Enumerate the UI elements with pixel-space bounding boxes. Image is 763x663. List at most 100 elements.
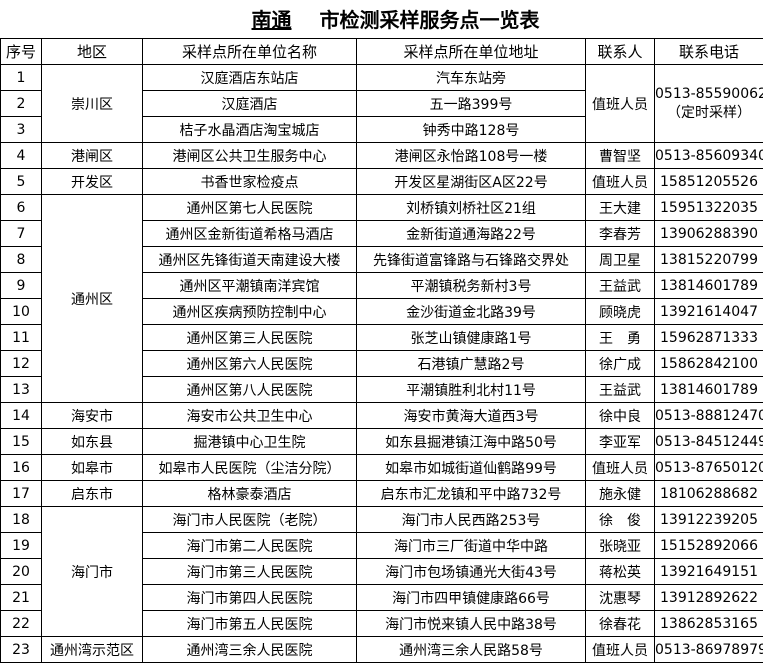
phone-number: 13912239205 (660, 511, 758, 528)
cell-region: 通州湾示范区 (41, 636, 143, 663)
cell-region: 海门市 (41, 506, 143, 637)
table-row: 9 通州区平潮镇南洋宾馆 平潮镇税务新村3号 王益武 13814601789 (0, 272, 763, 299)
phone-number: 13921649151 (660, 563, 758, 580)
title-rest: 市检测采样服务点一览表 (319, 8, 540, 32)
phone-number: 13814601789 (660, 277, 758, 294)
table-row: 17 启东市 格林豪泰酒店 启东市汇龙镇和平中路732号 施永健 18106288682 (0, 480, 763, 507)
cell-address: 海门市悦来镇人民中路38号 (356, 610, 586, 637)
table-row: 16 如皋市 如皋市人民医院（尘洁分院） 如皋市如城街道仙鹤路99号 值班人员 0513-… (0, 454, 763, 481)
cell-address: 海门市四甲镇健康路66号 (356, 584, 586, 611)
cell-name: 通州区金新街道希格马酒店 (142, 220, 357, 247)
table-row: 23 通州湾示范区 通州湾三余人民医院 通州湾三余人民路58号 值班人员 0513-869… (0, 636, 763, 663)
cell-no: 5 (0, 168, 42, 195)
cell-contact: 蒋松英 (585, 558, 655, 585)
phone-number: 15851205526 (660, 173, 758, 190)
cell-phone: 0513-88812470 (654, 402, 763, 429)
phone-number: 13815220799 (660, 251, 758, 268)
phone-number: 13814601789 (660, 381, 758, 398)
sampling-sites-table: 序号 地区 采样点所在单位名称 采样点所在单位地址 联系人 联系电话 1 崇川区汉… (0, 38, 763, 663)
cell-contact: 徐广成 (585, 350, 655, 377)
cell-address: 钟秀中路128号 (356, 116, 586, 143)
phone-number: 0513-85590062 (655, 85, 763, 102)
phone-number: 15152892066 (660, 537, 758, 554)
table-row: 2 汉庭酒店 五一路399号 (0, 90, 763, 117)
cell-name: 书香世家检疫点 (142, 168, 357, 195)
cell-address: 金沙街道金北路39号 (356, 298, 586, 325)
phone-number: 15962871333 (660, 329, 758, 346)
header-no: 序号 (0, 38, 42, 65)
cell-address: 金新街道通海路22号 (356, 220, 586, 247)
cell-address: 海门市三厂街道中华中路 (356, 532, 586, 559)
table-row: 15 如东县 掘港镇中心卫生院 如东县掘港镇江海中路50号 李亚军 0513-845124… (0, 428, 763, 455)
cell-contact: 李春芳 (585, 220, 655, 247)
cell-contact: 值班人员 (585, 636, 655, 663)
cell-no: 2 (0, 90, 42, 117)
cell-contact: 值班人员 (585, 64, 655, 143)
header-region: 地区 (41, 38, 143, 65)
cell-address: 海安市黄海大道西3号 (356, 402, 586, 429)
cell-address: 先锋街道富锋路与石锋路交界处 (356, 246, 586, 273)
cell-region: 开发区 (41, 168, 143, 195)
cell-name: 海门市第三人民医院 (142, 558, 357, 585)
cell-name: 通州区第八人民医院 (142, 376, 357, 403)
header-phone: 联系电话 (654, 38, 763, 65)
cell-address: 汽车东站旁 (356, 64, 586, 91)
table-row: 12 通州区第六人民医院 石港镇广慧路2号 徐广成 15862842100 (0, 350, 763, 377)
cell-region: 通州区 (41, 194, 143, 403)
cell-no: 15 (0, 428, 42, 455)
phone-number: 13921614047 (660, 303, 758, 320)
cell-address: 石港镇广慧路2号 (356, 350, 586, 377)
table-row: 18 海门市 海门市人民医院（老院） 海门市人民西路253号徐 俊 1391223920… (0, 506, 763, 637)
cell-no: 17 (0, 480, 42, 507)
cell-phone: 15951322035 (654, 194, 763, 221)
cell-name: 格林豪泰酒店 (142, 480, 357, 507)
cell-no: 3 (0, 116, 42, 143)
cell-phone: 13912892622 (654, 584, 763, 611)
cell-phone: 0513-84512449 (654, 428, 763, 455)
cell-region: 启东市 (41, 480, 143, 507)
table-row: 22 海门市第五人民医院 海门市悦来镇人民中路38号 徐春花 13862853165 (0, 610, 763, 637)
phone-number: 15951322035 (660, 199, 758, 216)
cell-name: 通州区疾病预防控制中心 (142, 298, 357, 325)
cell-no: 13 (0, 376, 42, 403)
cell-name: 通州区第六人民医院 (142, 350, 357, 377)
phone-number: 15862842100 (660, 355, 758, 372)
cell-no: 7 (0, 220, 42, 247)
cell-phone: 13814601789 (654, 272, 763, 299)
cell-name: 汉庭酒店 (142, 90, 357, 117)
cell-no: 21 (0, 584, 42, 611)
cell-phone: 18106288682 (654, 480, 763, 507)
cell-address: 海门市包场镇通光大街43号 (356, 558, 586, 585)
cell-no: 18 (0, 506, 42, 533)
cell-address: 通州湾三余人民路58号 (356, 636, 586, 663)
cell-contact: 徐中良 (585, 402, 655, 429)
page-title: 南通 市检测采样服务点一览表 (0, 0, 763, 38)
cell-region: 如东县 (41, 428, 143, 455)
cell-name: 海门市第五人民医院 (142, 610, 357, 637)
cell-contact: 张晓亚 (585, 532, 655, 559)
cell-name: 海门市第四人民医院 (142, 584, 357, 611)
cell-no: 20 (0, 558, 42, 585)
cell-phone: 15152892066 (654, 532, 763, 559)
cell-address: 海门市人民西路253号 (356, 506, 586, 533)
cell-address: 刘桥镇刘桥社区21组 (356, 194, 586, 221)
cell-no: 10 (0, 298, 42, 325)
cell-no: 23 (0, 636, 42, 663)
phone-number: 0513-88812470 (655, 407, 763, 424)
cell-no: 9 (0, 272, 42, 299)
cell-no: 4 (0, 142, 42, 169)
table-row: 19 海门市第二人民医院 海门市三厂街道中华中路 张晓亚 15152892066 (0, 532, 763, 559)
cell-phone: 13906288390 (654, 220, 763, 247)
cell-no: 16 (0, 454, 42, 481)
cell-contact: 王大建 (585, 194, 655, 221)
cell-contact: 沈惠琴 (585, 584, 655, 611)
cell-address: 港闸区永怡路108号一楼 (356, 142, 586, 169)
phone-number: 13906288390 (660, 225, 758, 242)
table-row: 11 通州区第三人民医院 张芝山镇健康路1号王 勇 15962871333 (0, 324, 763, 351)
cell-region: 港闸区 (41, 142, 143, 169)
table-row: 6 通州区 通州区第七人民医院 刘桥镇刘桥社区21组 王大建 15951322035 (0, 194, 763, 403)
cell-phone: 0513-85609340 (654, 142, 763, 169)
header-row: 序号 地区 采样点所在单位名称 采样点所在单位地址 联系人 联系电话 (0, 38, 763, 65)
phone-number: 13862853165 (660, 615, 758, 632)
cell-contact: 顾晓虎 (585, 298, 655, 325)
